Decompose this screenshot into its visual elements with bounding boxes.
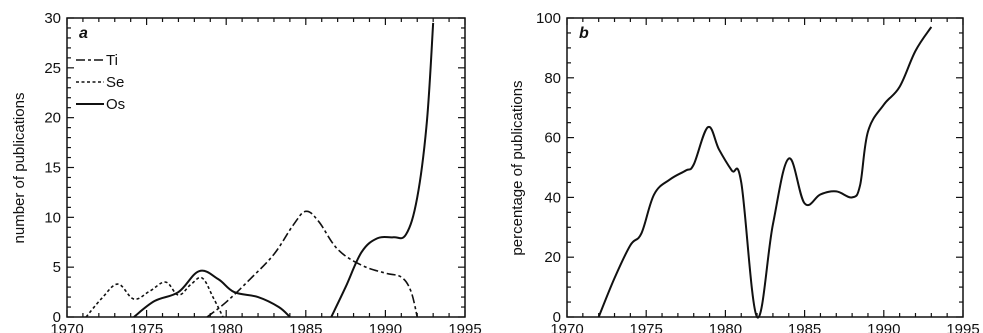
panel-b-ylabel: percentage of publications: [509, 80, 526, 255]
panel-b-plot-frame: [566, 17, 964, 318]
legend-item-ti: Ti: [76, 52, 118, 69]
x-tick-label: 1975: [630, 321, 663, 333]
y-tick-label: 5: [53, 259, 61, 276]
y-tick-label: 10: [44, 209, 61, 226]
y-tick-label: 40: [544, 189, 561, 206]
legend-item-os: Os: [76, 96, 125, 113]
y-tick-label: 20: [44, 110, 61, 127]
x-tick-label: 1980: [709, 321, 742, 333]
panel-a-plot-frame: [66, 17, 466, 318]
x-tick-label: 1990: [369, 321, 402, 333]
y-tick-label: 25: [44, 60, 61, 77]
panel-a-chart: 1970 1975 1980 1985 1990 1995 0 5 10 15 20 25 30 a n…: [11, 10, 482, 333]
y-tick-label: 30: [44, 10, 61, 27]
y-tick-label: 20: [544, 249, 561, 266]
panel-a-legend: Ti Se Os: [76, 52, 125, 113]
legend-item-se: Se: [76, 74, 124, 91]
legend-label-ti: Ti: [106, 52, 118, 69]
x-tick-label: 1985: [289, 321, 322, 333]
x-tick-label: 1995: [448, 321, 481, 333]
panel-a-ylabel: number of publications: [11, 93, 28, 244]
y-tick-label: 80: [544, 70, 561, 87]
legend-label-se: Se: [106, 74, 124, 91]
panel-a-os-series-line-1: [133, 269, 291, 318]
y-tick-label: 0: [53, 309, 61, 326]
y-tick-label: 100: [536, 10, 561, 27]
panel-a-se-series-line: [85, 276, 224, 318]
panel-a-letter: a: [79, 25, 88, 42]
panel-b-letter: b: [579, 25, 589, 42]
x-tick-label: 1980: [210, 321, 243, 333]
y-tick-label: 0: [553, 309, 561, 326]
y-tick-label: 15: [44, 160, 61, 177]
x-tick-label: 1975: [130, 321, 163, 333]
legend-label-os: Os: [106, 96, 125, 113]
panel-b-series: [597, 26, 933, 319]
panel-b-ticks: 1970 1975 1980 1985 1990 1995 0 20 40 60 80 100: [536, 10, 980, 333]
x-tick-label: 1985: [788, 321, 821, 333]
panel-a-os-series-line-2: [330, 22, 435, 318]
y-tick-label: 60: [544, 130, 561, 147]
panel-a-series: [85, 22, 435, 318]
x-tick-label: 1995: [946, 321, 979, 333]
panel-a-ti-series-line: [206, 210, 419, 318]
x-tick-label: 1970: [550, 321, 583, 333]
panel-b-chart: 1970 1975 1980 1985 1990 1995 0 20 40 60 80 100 b p…: [509, 10, 980, 333]
x-tick-label: 1970: [50, 321, 83, 333]
panel-a-ticks: 1970 1975 1980 1985 1990 1995 0 5 10 15 20 25 30: [44, 10, 481, 333]
x-tick-label: 1990: [867, 321, 900, 333]
panel-b-percentage-series-line: [597, 26, 933, 319]
